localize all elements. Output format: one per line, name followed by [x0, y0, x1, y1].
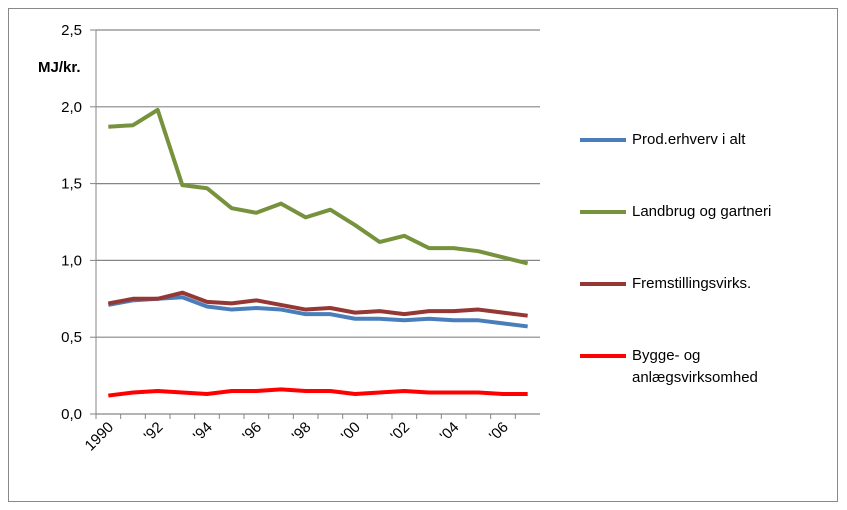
- x-tick-label: '06: [486, 419, 512, 445]
- x-tick-label: '92: [141, 419, 167, 445]
- x-tick-label: '94: [190, 419, 216, 445]
- y-tick-label: 2,0: [61, 99, 82, 116]
- y-tick-label: 2,5: [61, 22, 82, 39]
- y-tick-label: 0,0: [61, 406, 82, 423]
- legend-label: Fremstillingsvirks.: [632, 275, 752, 292]
- legend-label: Bygge- og anlægsvirksomhed: [632, 347, 758, 386]
- x-tick-label: '00: [338, 419, 364, 445]
- x-tick-label: '02: [387, 419, 413, 445]
- legend-label: Prod.erhverv i alt: [632, 131, 746, 148]
- x-tick-label: '96: [239, 419, 265, 445]
- line-series: [108, 107, 529, 266]
- legend-label: Landbrug og gartneri: [632, 203, 772, 220]
- line-series: [107, 295, 528, 329]
- x-tick-label: '04: [437, 419, 463, 445]
- line-series: [107, 290, 528, 318]
- y-tick-label: 0,5: [61, 329, 82, 346]
- chart-border: [8, 8, 838, 502]
- y-axis-label: MJ/kr.: [38, 59, 81, 76]
- line-series: [108, 387, 528, 398]
- x-tick-label: 1990: [82, 419, 118, 455]
- x-tick-label: '98: [289, 419, 315, 445]
- y-tick-label: 1,5: [61, 176, 82, 193]
- y-tick-label: 1,0: [61, 252, 82, 269]
